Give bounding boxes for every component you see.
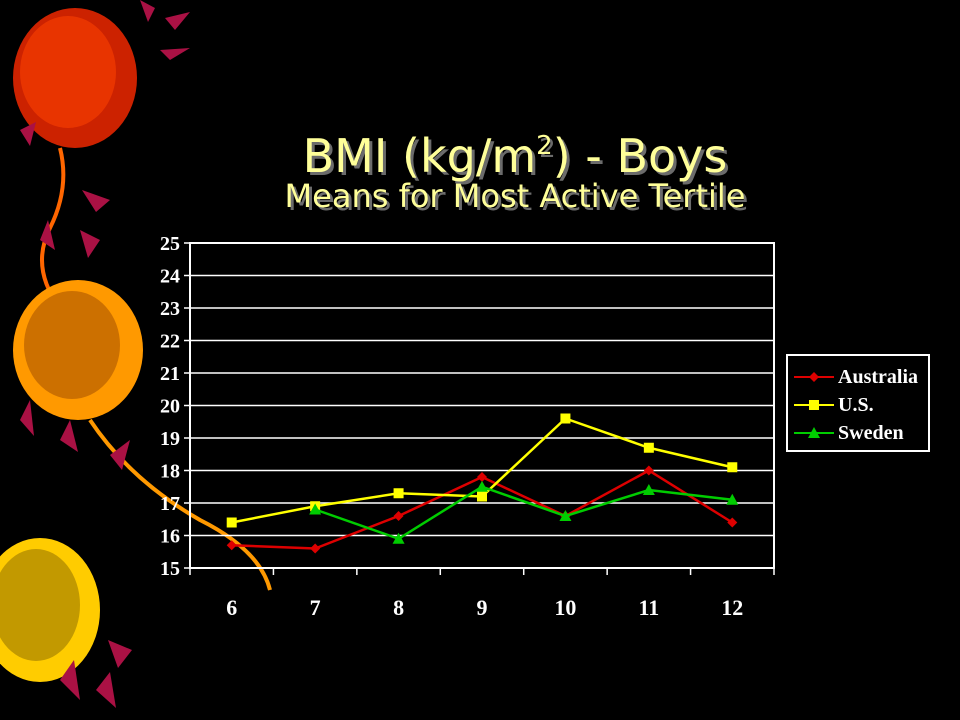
- y-tick-label: 24: [160, 266, 180, 288]
- y-tick-label: 25: [160, 233, 180, 255]
- data-point-australia: [310, 543, 321, 554]
- data-point-sweden: [559, 510, 572, 521]
- y-tick-label: 23: [160, 298, 180, 320]
- legend-marker-sweden: [794, 427, 834, 438]
- series-sweden: [309, 480, 739, 544]
- data-point-sweden: [392, 532, 405, 544]
- legend-label: Sweden: [838, 422, 904, 444]
- series-group: [226, 413, 739, 554]
- series-line-sweden: [314, 485, 733, 541]
- slide-subtitle: Means for Most Active Tertile: [284, 177, 746, 215]
- data-point-australia: [643, 465, 654, 476]
- x-tick-label: 11: [638, 595, 659, 620]
- gridlines: [190, 274, 774, 537]
- x-tick-label: 8: [393, 595, 404, 620]
- data-point-us: [226, 517, 237, 528]
- x-axis: 6 7 8 9 10 11 12: [189, 568, 775, 620]
- series-australia: [226, 465, 738, 554]
- data-point-sweden: [642, 484, 655, 495]
- data-point-australia: [226, 540, 237, 551]
- x-tick-label: 12: [721, 595, 743, 620]
- data-point-australia: [727, 517, 738, 528]
- y-axis: 15 16 17 18 19 20 21 22 23 24 25: [160, 233, 190, 580]
- y-tick-label: 15: [160, 558, 180, 580]
- data-point-us: [393, 488, 404, 499]
- legend-item-sweden: Sweden: [792, 420, 928, 446]
- y-tick-label: 21: [160, 363, 180, 385]
- y-tick-label: 20: [160, 396, 180, 418]
- data-point-sweden: [726, 493, 739, 505]
- legend-marker-australia: [794, 372, 834, 382]
- data-point-sweden: [309, 503, 322, 515]
- data-point-sweden: [476, 480, 488, 492]
- data-point-us: [560, 413, 571, 424]
- data-point-us: [643, 442, 654, 453]
- legend-label: Australia: [838, 366, 918, 388]
- y-tick-label: 19: [160, 428, 180, 450]
- legend-item-australia: Australia: [792, 364, 928, 390]
- data-point-us: [477, 491, 487, 502]
- data-point-us: [727, 462, 738, 473]
- x-tick-label: 10: [554, 595, 576, 620]
- y-tick-label: 17: [160, 493, 180, 515]
- legend-label: U.S.: [838, 394, 874, 416]
- slide-title: BMI (kg/m2) - Boys: [302, 129, 728, 183]
- data-point-australia: [477, 472, 487, 482]
- x-tick-label: 7: [310, 595, 321, 620]
- y-tick-label: 22: [160, 331, 180, 353]
- x-tick-label: 6: [226, 595, 237, 620]
- legend-item-us: U.S.: [792, 392, 928, 418]
- y-tick-label: 18: [160, 461, 180, 483]
- y-tick-label: 16: [160, 526, 180, 548]
- x-tick-label: 9: [477, 595, 488, 620]
- decor-shards: [20, 0, 190, 708]
- data-point-australia: [393, 511, 404, 521]
- legend-marker-us: [794, 400, 834, 410]
- legend: Australia U.S. Sweden: [786, 354, 930, 452]
